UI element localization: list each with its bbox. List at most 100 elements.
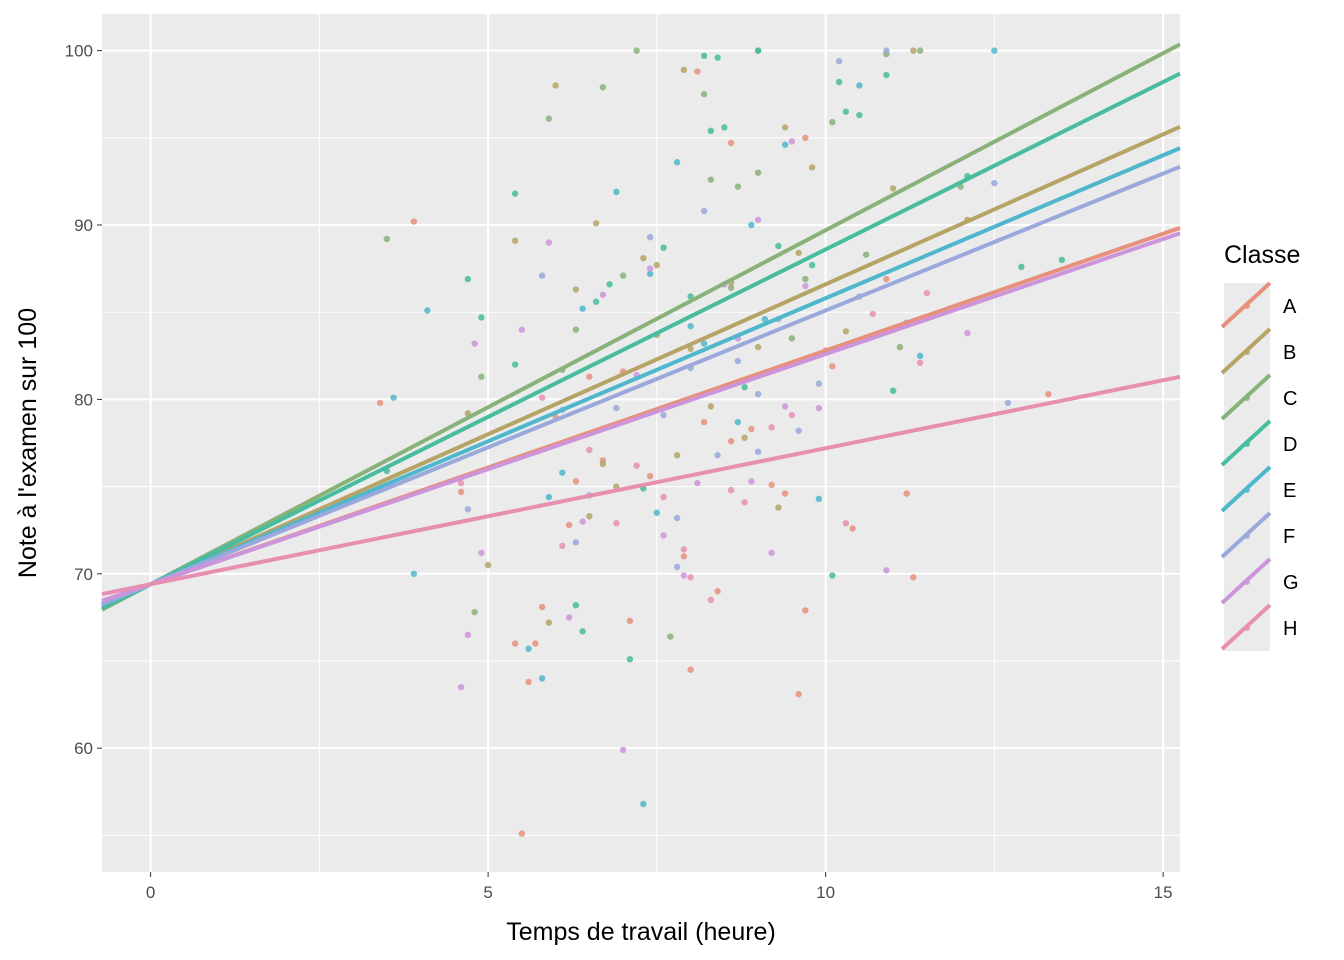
data-point-g — [815, 404, 823, 412]
data-point-a — [802, 607, 809, 614]
data-point-d — [741, 383, 748, 391]
data-point-e — [613, 188, 620, 196]
data-point-d — [579, 628, 586, 635]
data-point-e — [390, 394, 397, 401]
data-point-e — [545, 493, 553, 501]
data-point-h — [687, 574, 694, 581]
data-point-g — [545, 239, 553, 246]
data-point-d — [835, 78, 843, 86]
y-axis-title: Note à l'examen sur 100 — [14, 308, 42, 578]
data-point-c — [802, 275, 809, 283]
data-point-c — [916, 47, 924, 54]
data-point-e — [916, 352, 924, 360]
data-point-e — [761, 315, 769, 323]
data-point-f — [754, 390, 762, 398]
data-point-f — [991, 179, 998, 187]
data-point-h — [727, 486, 735, 494]
data-point-f — [673, 563, 681, 571]
x-axis-title: Temps de travail (heure) — [506, 918, 776, 946]
data-point-a — [538, 603, 546, 611]
data-point-c — [754, 169, 762, 176]
legend-point-d — [1244, 441, 1250, 447]
data-point-h — [538, 394, 546, 401]
legend-label-b: B — [1283, 342, 1296, 364]
data-point-g — [646, 265, 654, 272]
data-point-e — [424, 307, 431, 314]
data-point-g — [694, 479, 701, 487]
data-point-a — [410, 218, 418, 225]
data-point-b — [687, 345, 694, 353]
data-point-b — [586, 513, 593, 520]
data-point-a — [565, 521, 573, 529]
data-point-a — [883, 275, 890, 283]
data-point-e — [815, 495, 823, 503]
legend-point-f — [1244, 533, 1250, 539]
data-point-f — [700, 207, 708, 215]
data-point-g — [788, 138, 796, 145]
data-point-e — [525, 645, 532, 652]
data-point-c — [896, 343, 904, 351]
data-point-g — [680, 572, 688, 579]
data-point-f — [754, 448, 762, 455]
data-point-d — [707, 127, 715, 135]
data-point-h — [741, 499, 748, 506]
data-point-d — [883, 71, 890, 79]
data-point-g — [464, 631, 472, 639]
data-point-f — [815, 380, 823, 387]
data-point-c — [667, 633, 674, 640]
data-point-a — [525, 678, 532, 686]
regression-line-e — [101, 146, 1181, 607]
data-point-h — [707, 596, 715, 604]
data-point-e — [579, 305, 586, 312]
data-point-h — [559, 542, 566, 550]
data-point-h — [613, 520, 620, 527]
data-point-c — [727, 284, 735, 291]
data-point-g — [619, 746, 627, 754]
x-tick-label: 15 — [1154, 883, 1173, 902]
data-point-h — [660, 493, 667, 501]
data-point-a — [687, 666, 694, 673]
legend-label-f: F — [1283, 526, 1295, 548]
data-point-b — [775, 504, 782, 511]
data-point-g — [599, 291, 607, 298]
data-point-b — [599, 460, 607, 468]
scatter-points — [376, 47, 1066, 837]
data-point-a — [518, 830, 526, 837]
data-point-h — [586, 446, 593, 454]
data-point-d — [660, 244, 667, 251]
data-point-b — [673, 452, 681, 459]
data-point-d — [829, 572, 836, 579]
legend-point-h — [1244, 625, 1250, 631]
data-point-c — [383, 235, 391, 243]
data-point-e — [856, 82, 863, 89]
y-tick-label: 90 — [74, 216, 93, 235]
data-point-d — [464, 275, 472, 283]
data-point-h — [457, 479, 465, 487]
regression-line-b — [101, 125, 1181, 608]
data-point-b — [842, 328, 850, 335]
x-axis-ticks: 0 5 10 15 — [146, 872, 1173, 902]
data-point-f — [1004, 399, 1012, 407]
data-point-e — [781, 141, 789, 148]
data-point-g — [754, 216, 762, 223]
data-point-a — [910, 574, 917, 581]
data-point-f — [835, 57, 843, 65]
y-tick-label: 70 — [74, 565, 93, 584]
data-point-g — [565, 614, 573, 621]
data-point-g — [471, 340, 478, 347]
data-point-d — [775, 242, 782, 250]
data-point-h — [788, 411, 796, 419]
data-point-d — [700, 52, 708, 60]
data-point-e — [646, 270, 654, 278]
data-point-a — [714, 588, 721, 595]
data-point-h — [680, 546, 688, 553]
y-tick-label: 60 — [74, 739, 93, 758]
data-point-b — [754, 343, 762, 351]
data-point-c — [633, 47, 640, 54]
data-point-f — [646, 234, 654, 241]
data-point-a — [586, 373, 593, 380]
data-point-c — [707, 176, 715, 183]
data-point-g — [518, 326, 526, 333]
y-axis-ticks: 60 70 80 90 100 — [65, 42, 102, 758]
